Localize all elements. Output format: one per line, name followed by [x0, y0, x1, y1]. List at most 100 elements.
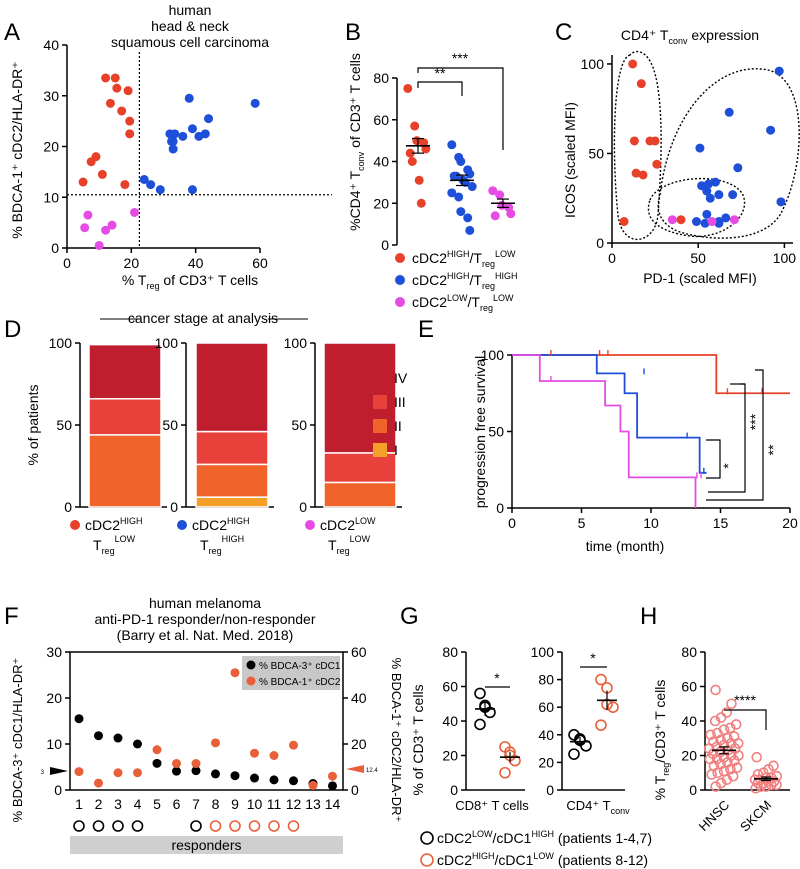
- b-point: [403, 83, 413, 93]
- f-ytick-label-left: 0: [54, 782, 62, 798]
- h-ytick-label: 0: [689, 782, 697, 798]
- a-point: [204, 114, 214, 124]
- g-sig-label-2: *: [590, 650, 596, 666]
- c-title: CD4⁺ Tconv expression: [621, 27, 759, 46]
- f-cdc1-point: [94, 731, 103, 741]
- f-title-3: (Barry et al. Nat. Med. 2018): [117, 627, 294, 643]
- g1-ytick-label: 60: [538, 699, 554, 715]
- f-xtick-label: 8: [212, 796, 220, 812]
- e-xlabel: time (month): [586, 538, 665, 554]
- f-ytick-label-right: 40: [351, 690, 367, 706]
- b-ytick-label: 20: [373, 195, 389, 211]
- d-bar-segment: [195, 496, 269, 508]
- d0-ytick-label: 0: [64, 499, 72, 515]
- d2-ytick-label: 100: [284, 335, 308, 351]
- d-group-label-2: TregLOW: [328, 534, 371, 556]
- b-point: [405, 148, 415, 158]
- d-group-marker: [70, 520, 80, 530]
- h-point: [721, 774, 733, 785]
- b-legend-marker: [395, 297, 405, 307]
- f-threshold-label-left: 3: [41, 770, 45, 776]
- a-point: [200, 129, 210, 139]
- f-cdc1-point: [230, 771, 240, 781]
- d-bar-segment: [195, 342, 269, 433]
- d-group-marker: [177, 520, 187, 530]
- b-ytick-label: 80: [373, 70, 389, 86]
- f-cdc1-point: [250, 773, 259, 783]
- h-ylabel: % Treg/CD3⁺ T cells: [652, 680, 671, 801]
- h-point: [721, 707, 733, 718]
- f-responders-band: [70, 836, 343, 854]
- a-point: [86, 157, 96, 167]
- d-legend-label: IV: [394, 370, 408, 386]
- f-ytick-label-left: 20: [46, 690, 62, 706]
- a-point: [107, 220, 117, 230]
- panel-letter-h: H: [640, 603, 657, 630]
- f-legend-box: [242, 656, 340, 690]
- f-xtick-label: 4: [134, 796, 142, 812]
- g1-ytick-label: 20: [538, 754, 554, 770]
- c-point: [710, 177, 720, 187]
- b-sig-1: **: [435, 65, 446, 81]
- c-xtick-label: 100: [773, 250, 797, 266]
- h-point: [765, 779, 777, 791]
- g-legend-label: cDC2LOW/cDC1HIGH (patients 1-4,7): [437, 829, 652, 846]
- f-xtick-label: 9: [231, 796, 239, 812]
- g-legend-marker: [420, 831, 434, 845]
- f-responders-label: responders: [171, 837, 241, 853]
- f-threshold-arrow-right: [346, 765, 364, 773]
- c-point: [729, 215, 739, 225]
- f-cdc2-point: [211, 738, 220, 748]
- e-xtick-label: 5: [578, 515, 586, 531]
- h-point: [755, 781, 767, 792]
- a-point: [112, 83, 122, 93]
- b-legend-marker: [395, 275, 405, 285]
- b-legend-label: cDC2HIGH/TregHIGH: [412, 271, 517, 291]
- a-point: [94, 240, 104, 250]
- panel-letter-d: D: [4, 316, 21, 343]
- a-point: [139, 174, 149, 184]
- e-xtick-label: 10: [643, 515, 659, 531]
- f-ytick-label-right: 20: [351, 736, 367, 752]
- g1-ytick-label: 0: [546, 782, 554, 798]
- f-cdc2-point: [250, 748, 259, 758]
- c-point: [652, 159, 662, 169]
- d-bar-segment: [195, 430, 269, 466]
- c-xtick-label: 50: [690, 250, 706, 266]
- c-point: [702, 186, 712, 196]
- h-point: [710, 781, 722, 792]
- f-cdc1-point: [211, 769, 220, 779]
- c-xlabel: PD-1 (scaled MFI): [643, 270, 757, 286]
- d1-ytick-label: 50: [162, 417, 178, 433]
- panel-letter-e: E: [418, 316, 434, 343]
- f-cdc2-point: [152, 745, 162, 755]
- a-xtick-label: 60: [252, 255, 268, 271]
- c-gate-red: [613, 50, 662, 241]
- h-point: [724, 722, 736, 734]
- e-sig-label-1: ***: [747, 413, 763, 430]
- d-group-label-2: TregHIGH: [200, 534, 244, 556]
- a-point: [130, 207, 140, 217]
- g1-ytick-label: 80: [538, 672, 554, 688]
- d-group-label-2: TregLOW: [93, 534, 136, 556]
- e-sig-bracket-3: [706, 369, 764, 501]
- f-cdc2-point: [191, 759, 201, 769]
- d2-ytick-label: 0: [299, 499, 307, 515]
- c-point: [667, 215, 677, 225]
- h-point: [715, 712, 727, 723]
- f-legend-label-cdc1: % BDCA-3⁺ cDC1: [259, 661, 341, 672]
- h-ytick-label: 40: [681, 713, 697, 729]
- f-cdc2-point: [269, 751, 279, 760]
- c-point: [724, 107, 734, 117]
- f-xtick-label: 14: [325, 796, 341, 812]
- a-point: [123, 86, 133, 96]
- b-point: [456, 157, 466, 166]
- e-ytick-label: 100: [481, 347, 505, 363]
- g0-ytick-label: 20: [442, 748, 458, 764]
- a-point: [187, 124, 197, 134]
- h-point: [730, 719, 742, 730]
- f-cdc2-point: [74, 767, 84, 777]
- e-ytick-label: 0: [496, 500, 504, 516]
- f-responder-marker: [73, 820, 85, 832]
- f-cdc1-point: [152, 758, 162, 768]
